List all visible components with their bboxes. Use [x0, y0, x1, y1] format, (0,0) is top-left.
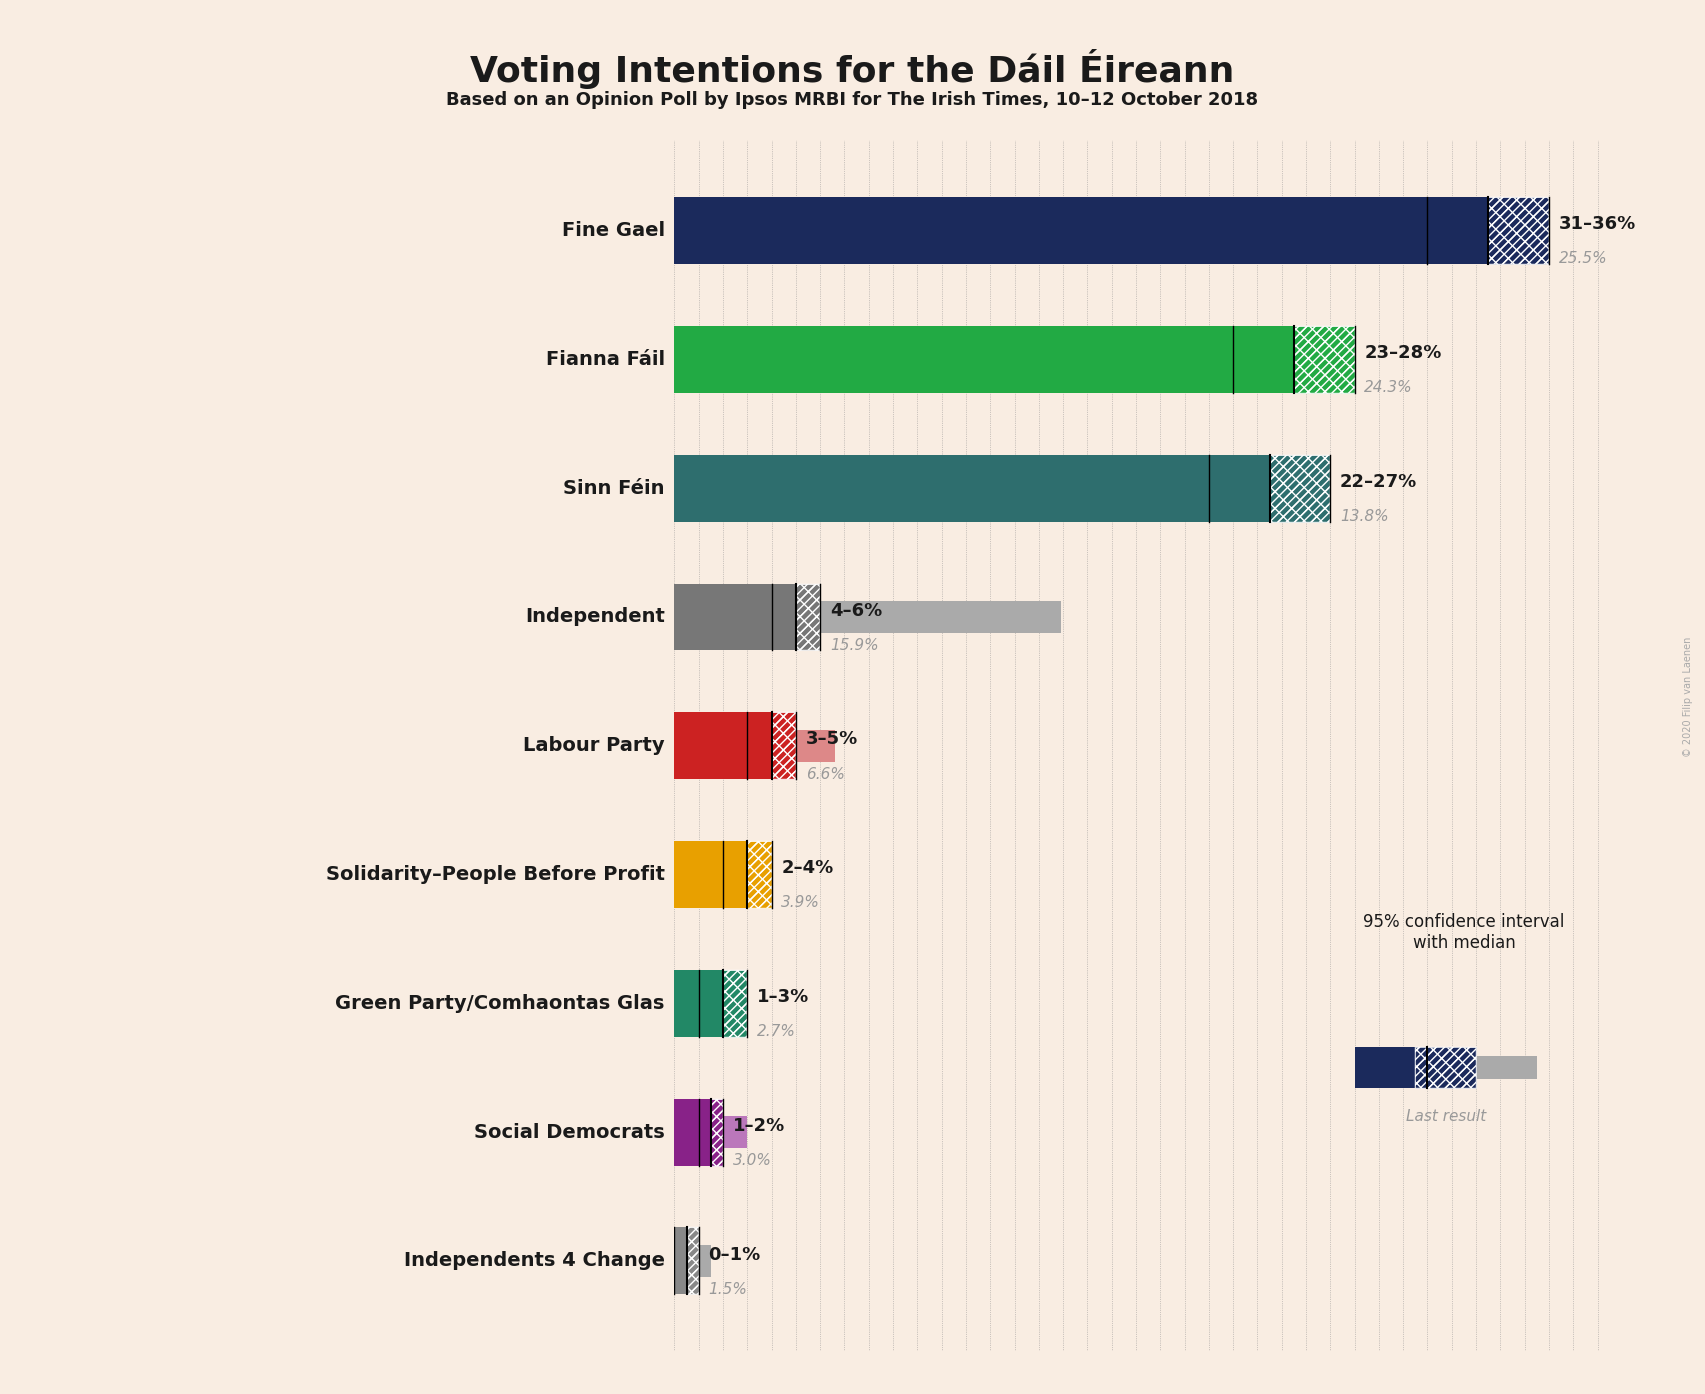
Bar — [723, 970, 747, 1037]
Bar — [1294, 326, 1354, 393]
Bar — [1270, 454, 1330, 521]
Text: 2–4%: 2–4% — [781, 859, 834, 877]
Text: 2.7%: 2.7% — [757, 1025, 796, 1039]
Bar — [675, 1117, 747, 1149]
Bar — [747, 841, 772, 907]
Text: Fine Gael: Fine Gael — [561, 222, 665, 240]
Bar — [675, 841, 747, 907]
Bar — [675, 970, 723, 1037]
Bar — [1488, 197, 1548, 263]
Text: Fianna Fáil: Fianna Fáil — [546, 350, 665, 369]
Bar — [675, 729, 835, 763]
Text: 13.8%: 13.8% — [1340, 509, 1388, 524]
Bar — [675, 712, 772, 779]
Text: 1.5%: 1.5% — [709, 1282, 747, 1296]
Text: Sinn Féin: Sinn Féin — [563, 478, 665, 498]
Text: Based on an Opinion Poll by Ipsos MRBI for The Irish Times, 10–12 October 2018: Based on an Opinion Poll by Ipsos MRBI f… — [447, 91, 1258, 109]
Bar — [796, 584, 820, 651]
Bar — [675, 859, 769, 891]
Text: © 2020 Filip van Laenen: © 2020 Filip van Laenen — [1683, 637, 1693, 757]
Bar — [711, 1098, 723, 1165]
Text: 23–28%: 23–28% — [1364, 344, 1442, 362]
Bar — [687, 1228, 699, 1295]
Bar — [675, 454, 1270, 521]
Bar — [675, 197, 1488, 263]
Bar — [1415, 1047, 1477, 1089]
Text: 24.3%: 24.3% — [1364, 381, 1413, 396]
Bar — [675, 343, 1265, 375]
Text: 1–2%: 1–2% — [733, 1117, 784, 1135]
Text: 22–27%: 22–27% — [1340, 473, 1417, 491]
Text: Last result: Last result — [1405, 1110, 1485, 1124]
Text: 6.6%: 6.6% — [806, 767, 844, 782]
Bar — [1415, 1047, 1477, 1089]
Bar — [675, 215, 1294, 247]
Text: 4–6%: 4–6% — [830, 602, 881, 619]
Bar — [675, 326, 1294, 393]
Bar — [747, 841, 772, 907]
Bar — [687, 1228, 699, 1295]
Text: 3–5%: 3–5% — [806, 730, 858, 749]
Bar — [675, 1245, 711, 1277]
Bar — [1354, 1057, 1536, 1079]
Text: 31–36%: 31–36% — [1558, 215, 1635, 233]
Bar — [1270, 454, 1330, 521]
Text: 0–1%: 0–1% — [709, 1245, 760, 1263]
Bar — [675, 1228, 687, 1295]
Bar — [675, 601, 1061, 633]
Text: Voting Intentions for the Dáil Éireann: Voting Intentions for the Dáil Éireann — [471, 49, 1234, 89]
Text: 25.5%: 25.5% — [1558, 251, 1608, 266]
Bar — [675, 473, 1009, 505]
Text: Independent: Independent — [525, 608, 665, 626]
Bar — [675, 987, 740, 1019]
Text: Independents 4 Change: Independents 4 Change — [404, 1252, 665, 1270]
Text: Solidarity–People Before Profit: Solidarity–People Before Profit — [326, 866, 665, 884]
Text: Social Democrats: Social Democrats — [474, 1122, 665, 1142]
Text: 3.0%: 3.0% — [733, 1153, 772, 1168]
Bar — [1354, 1047, 1465, 1089]
Text: Green Party/Comhaontas Glas: Green Party/Comhaontas Glas — [336, 994, 665, 1013]
Text: 3.9%: 3.9% — [781, 895, 820, 910]
Bar — [675, 584, 796, 651]
Bar — [772, 712, 796, 779]
Bar — [796, 584, 820, 651]
Bar — [711, 1098, 723, 1165]
Bar — [675, 1098, 711, 1165]
Text: 15.9%: 15.9% — [830, 638, 878, 652]
Bar — [1294, 326, 1354, 393]
Text: 1–3%: 1–3% — [757, 988, 810, 1006]
Bar — [1488, 197, 1548, 263]
Bar — [723, 970, 747, 1037]
Bar — [772, 712, 796, 779]
Text: 95% confidence interval
with median: 95% confidence interval with median — [1364, 913, 1565, 952]
Text: Labour Party: Labour Party — [523, 736, 665, 756]
